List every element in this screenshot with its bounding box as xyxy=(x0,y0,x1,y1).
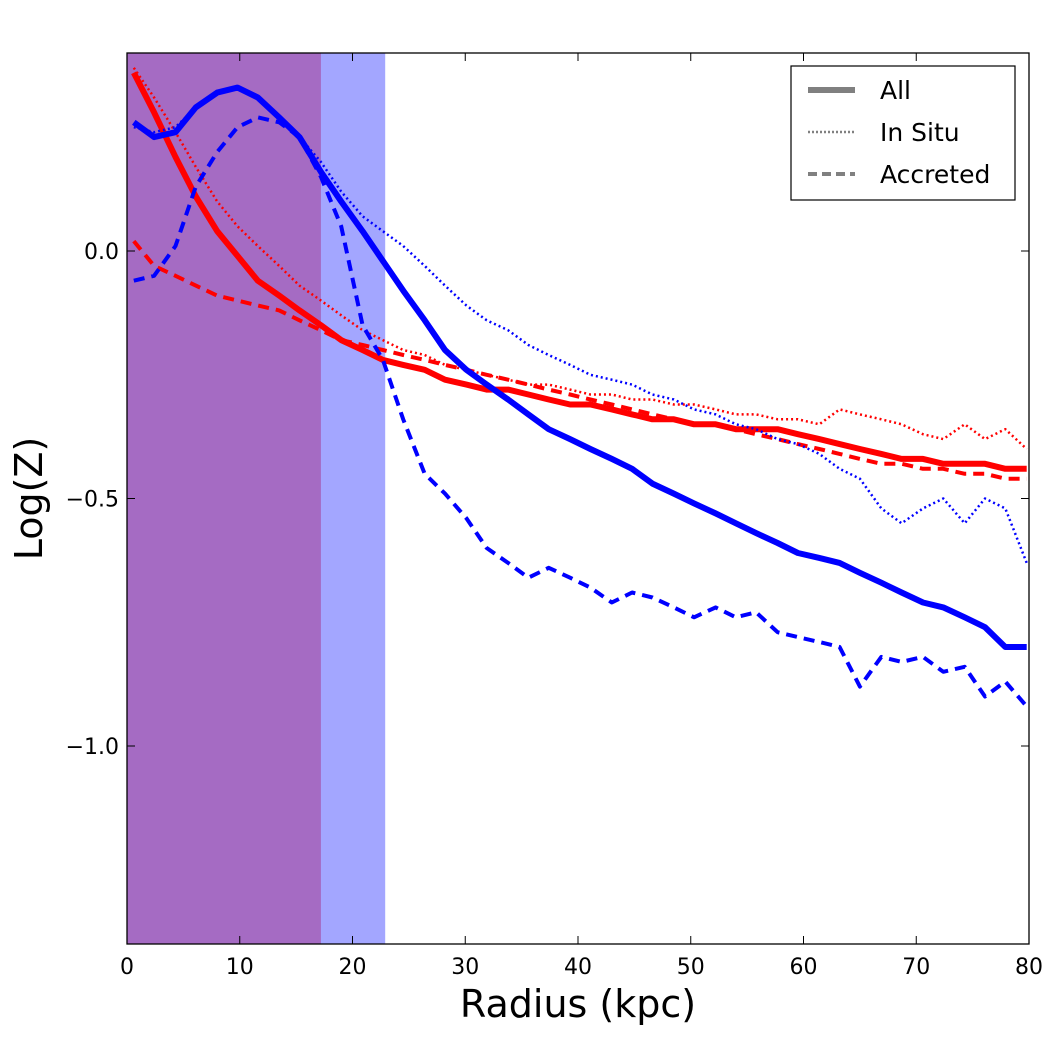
legend-label: All xyxy=(880,76,911,105)
blue-in-situ-line xyxy=(133,86,1028,564)
y-tick-label: 0.0 xyxy=(84,240,119,265)
x-tick-label: 50 xyxy=(677,955,705,980)
x-tick-label: 20 xyxy=(339,955,367,980)
red-all-line xyxy=(131,71,1027,472)
red-in-situ-line xyxy=(132,67,1028,450)
shaded-regions xyxy=(127,53,386,944)
red-accreted-line xyxy=(132,239,1027,481)
blue-accreted-line xyxy=(133,115,1029,708)
red-region xyxy=(127,53,321,944)
x-tick-label: 40 xyxy=(564,955,592,980)
x-axis-title: Radius (kpc) xyxy=(460,982,696,1026)
y-tick-label: −1.0 xyxy=(66,735,119,760)
blue-all-line xyxy=(132,84,1027,650)
x-tick-label: 60 xyxy=(790,955,818,980)
y-axis-title: Log(Z) xyxy=(7,437,51,561)
y-tick-label: −0.5 xyxy=(66,488,119,513)
x-tick-label: 10 xyxy=(226,955,254,980)
x-tick-label: 0 xyxy=(120,955,134,980)
legend: All In Situ Accreted xyxy=(790,65,1016,201)
axis-ticks: 0 10 20 30 40 50 60 70 80 0.0 −0.5 −1.0 xyxy=(66,53,1043,980)
x-tick-label: 70 xyxy=(902,955,930,980)
series-lines xyxy=(131,67,1029,708)
legend-label: Accreted xyxy=(880,160,990,189)
legend-label: In Situ xyxy=(880,118,960,147)
x-tick-label: 30 xyxy=(451,955,479,980)
x-tick-label: 80 xyxy=(1015,955,1043,980)
